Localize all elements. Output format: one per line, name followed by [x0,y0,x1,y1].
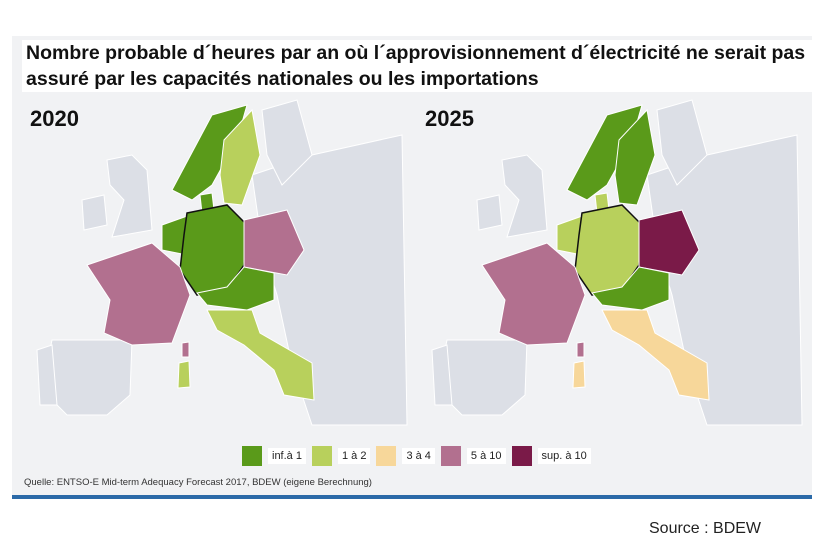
legend-label: inf.à 1 [268,448,306,464]
region-portugal [36,344,58,406]
region-france [481,242,586,346]
region-uk [106,154,153,238]
region-sardinia [177,360,191,389]
region-poland [243,209,305,276]
year-label-2025: 2025 [425,106,474,131]
footer-bar [12,495,812,499]
legend-label: 5 à 10 [466,448,506,464]
legend-label: 3 à 4 [402,448,435,464]
europe-maps [36,99,803,426]
region-france [86,242,191,346]
legend-swatch-4 [511,446,532,466]
map-2020 [36,99,408,426]
region-ireland [476,194,503,231]
region-east [251,134,408,426]
chart-title: Nombre probable d´heures par an où l´app… [22,40,820,92]
region-sweden [219,108,261,206]
region-alpine [196,266,275,311]
region-alpine [591,266,670,311]
region-sweden [614,108,656,206]
region-corsica [181,341,190,358]
region-east [646,134,803,426]
map-2025 [431,99,803,426]
region-portugal [431,344,453,406]
legend-swatch-2 [376,446,397,466]
region-italy [206,309,315,401]
legend-label: sup. à 10 [537,448,591,464]
region-poland [638,209,700,276]
year-label-2020: 2020 [30,106,79,131]
region-corsica [576,341,585,358]
data-source-note: Quelle: ENTSO-E Mid-term Adequacy Foreca… [24,477,372,488]
legend: inf.à 1 1 à 2 3 à 4 5 à 10 sup. à 10 [242,446,591,466]
region-finland [261,99,313,186]
region-ireland [81,194,108,231]
legend-swatch-3 [440,446,461,466]
region-italy [601,309,710,401]
legend-swatch-0 [242,446,262,466]
region-uk [501,154,548,238]
region-sardinia [572,360,586,389]
legend-label: 1 à 2 [337,448,371,464]
region-finland [656,99,708,186]
legend-swatch-1 [311,446,332,466]
source-credit: Source : BDEW [649,520,762,537]
